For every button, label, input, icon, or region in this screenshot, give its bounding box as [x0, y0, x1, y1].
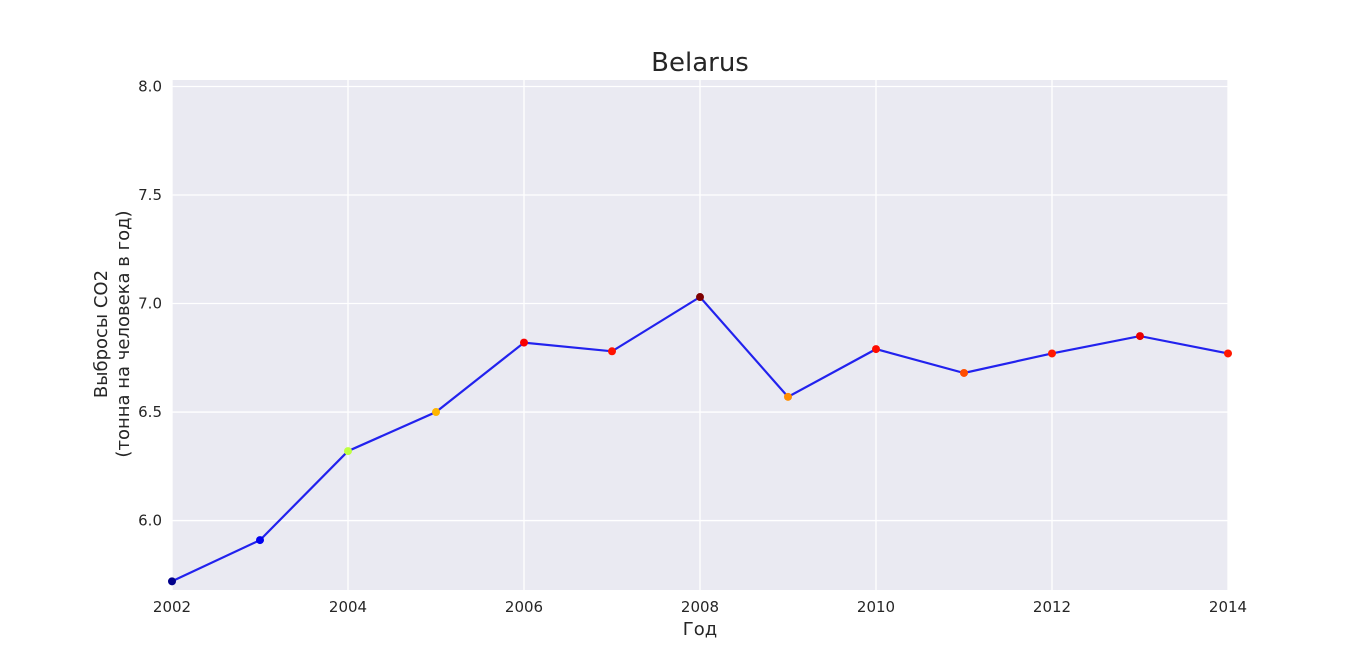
- y-tick-label: 7.0: [138, 295, 162, 313]
- y-tick-label: 8.0: [138, 78, 162, 96]
- x-tick-label: 2008: [681, 598, 719, 616]
- data-point: [784, 392, 792, 401]
- data-point: [256, 536, 264, 545]
- tick-labels: 2002 2004 2006 2008 2010 2012 2014 6.0 6.5 7.0 7.5…: [138, 78, 1247, 616]
- y-axis-label-line1: Выбросы CO2: [91, 270, 112, 398]
- data-point: [872, 345, 880, 354]
- data-point: [1048, 349, 1056, 358]
- data-point: [432, 408, 440, 417]
- y-tick-label: 6.0: [138, 512, 162, 530]
- data-point: [520, 338, 528, 347]
- y-tick-label: 6.5: [138, 403, 162, 421]
- y-tick-label: 7.5: [138, 186, 162, 204]
- y-axis-label: Выбросы CO2 (тонна на человека в год): [91, 210, 134, 457]
- x-tick-label: 2004: [329, 598, 367, 616]
- x-tick-label: 2002: [153, 598, 191, 616]
- y-axis-label-line2: (тонна на человека в год): [113, 210, 134, 457]
- data-point: [696, 293, 704, 302]
- x-axis-label: Год: [683, 619, 717, 640]
- data-points: [168, 293, 1232, 586]
- data-point: [1136, 332, 1144, 341]
- grid-lines: [171, 80, 1229, 590]
- chart-title: Belarus: [651, 48, 749, 78]
- data-point: [960, 368, 968, 377]
- data-point: [1224, 349, 1232, 358]
- x-tick-label: 2010: [857, 598, 895, 616]
- data-point: [608, 347, 616, 356]
- data-point: [168, 577, 176, 586]
- x-tick-label: 2014: [1209, 598, 1247, 616]
- data-point: [344, 447, 352, 456]
- x-tick-label: 2012: [1033, 598, 1071, 616]
- x-tick-label: 2006: [505, 598, 543, 616]
